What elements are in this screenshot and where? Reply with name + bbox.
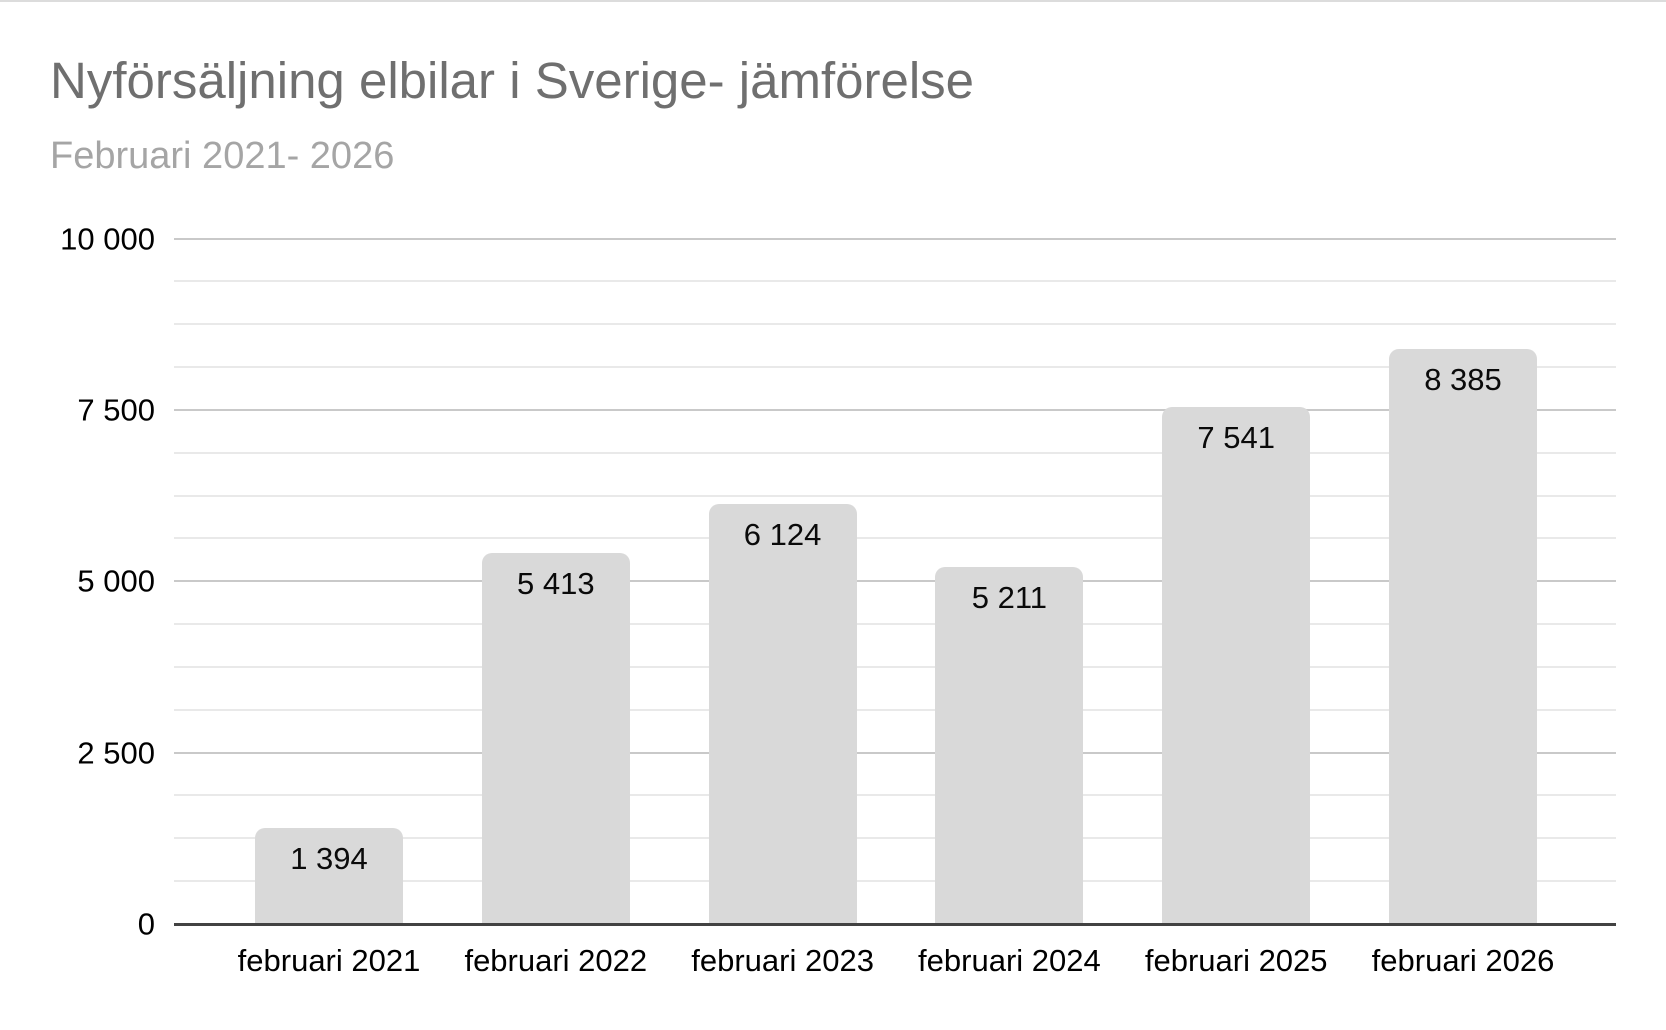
bar-februari-2025: 7 541 (1162, 407, 1311, 924)
x-axis-tick-label: februari 2026 (1371, 943, 1555, 978)
bar-februari-2023: 6 124 (708, 504, 857, 924)
major-gridline (174, 408, 1616, 411)
minor-gridline (174, 494, 1616, 497)
minor-gridline (174, 880, 1616, 883)
bar-value-label: 7 541 (1197, 420, 1275, 456)
bar-februari-2022: 5 413 (481, 552, 630, 924)
minor-gridline (174, 537, 1616, 540)
minor-gridline (174, 665, 1616, 668)
major-gridline (174, 580, 1616, 583)
minor-gridline (174, 837, 1616, 840)
chart-title: Nyförsäljning elbilar i Sverige- jämföre… (50, 52, 975, 109)
y-axis-tick-label: 7 500 (77, 392, 155, 428)
major-gridline (174, 237, 1616, 240)
x-axis-tick-label: februari 2021 (237, 943, 421, 978)
bar-value-label: 1 394 (290, 841, 368, 877)
x-axis-tick-label: februari 2024 (918, 943, 1101, 978)
minor-gridline (174, 451, 1616, 454)
y-axis-tick-label: 0 (137, 906, 155, 942)
bar-februari-2024: 5 211 (935, 566, 1084, 924)
x-axis-tick-label: februari 2022 (464, 943, 648, 978)
y-axis-tick-label: 5 000 (77, 563, 155, 599)
minor-gridline (174, 708, 1616, 711)
bar-februari-2021: 1 394 (255, 828, 403, 924)
major-gridline (174, 751, 1616, 754)
x-axis-tick-label: februari 2023 (691, 943, 874, 978)
minor-gridline (174, 323, 1616, 326)
bar-value-label: 6 124 (743, 517, 822, 553)
minor-gridline (174, 280, 1616, 283)
minor-gridline (174, 794, 1616, 797)
minor-gridline (174, 623, 1616, 626)
y-axis-tick-label: 10 000 (60, 221, 155, 256)
y-axis-tick-label: 2 500 (77, 735, 155, 771)
chart-subtitle: Februari 2021- 2026 (50, 135, 395, 177)
minor-gridline (174, 366, 1616, 369)
bar-value-label: 5 211 (971, 579, 1048, 615)
bar-value-label: 8 385 (1424, 362, 1502, 398)
x-axis-line (174, 922, 1616, 926)
bar-februari-2026: 8 385 (1389, 349, 1537, 924)
x-axis-tick-label: februari 2025 (1144, 943, 1328, 978)
bar-value-label: 5 413 (517, 565, 595, 601)
